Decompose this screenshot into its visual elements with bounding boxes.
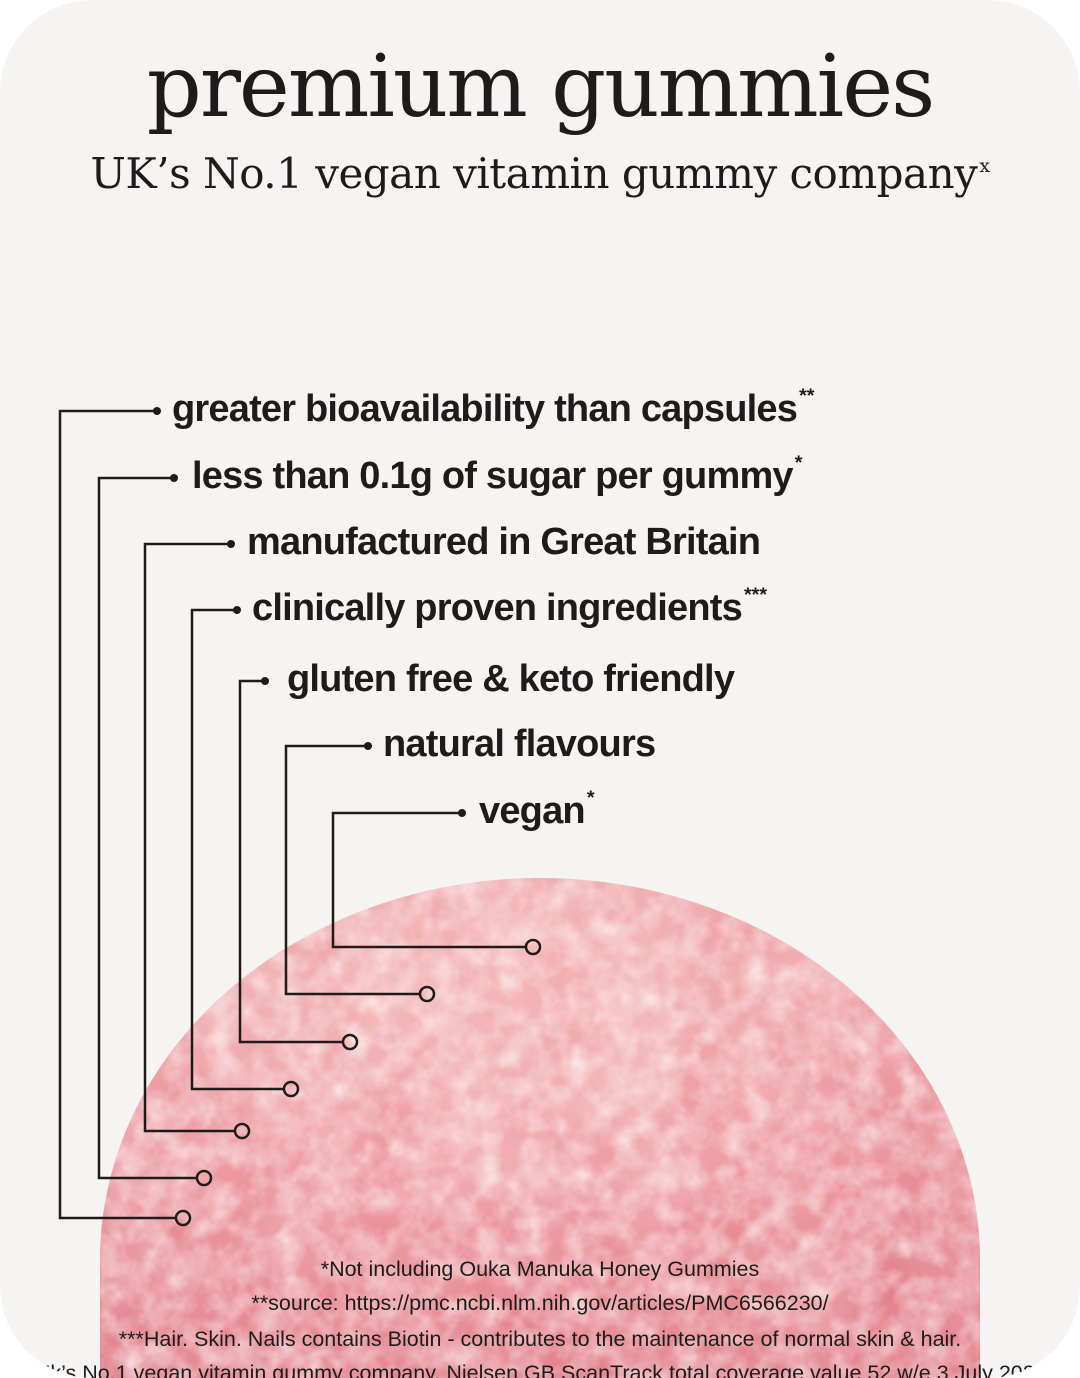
subtitle-text: UK’s No.1 vegan vitamin gummy company	[90, 149, 978, 198]
footnote-text: ***Hair. Skin. Nails contains Biotin - c…	[118, 1327, 962, 1351]
callout-line-clinically-proven	[190, 606, 300, 1098]
benefit-text: vegan	[479, 790, 586, 832]
benefit-natural-flavours: natural flavours	[383, 725, 657, 769]
callout-start-dot	[170, 474, 178, 482]
callout-endpoint-dot	[282, 1080, 300, 1098]
callout-endpoint-dot	[418, 985, 436, 1003]
footnote-4: xUk’s No.1 vegan vitamin gummy company. …	[0, 1358, 1080, 1378]
callout-line-gluten-free-keto	[238, 677, 359, 1051]
callout-endpoint-dot	[233, 1122, 251, 1140]
benefit-text: natural flavours	[383, 723, 656, 765]
benefit-footnote-mark: ***	[743, 584, 768, 607]
callout-line-vegan	[331, 809, 542, 956]
callout-line-natural-flavours	[284, 742, 436, 1003]
benefit-text: clinically proven ingredients	[252, 587, 743, 629]
callout-endpoint-dot	[524, 938, 542, 956]
benefit-clinically-proven: clinically proven ingredients ***	[252, 584, 767, 633]
benefit-text: greater bioavailability than capsules	[172, 388, 798, 430]
callout-start-dot	[364, 742, 372, 750]
callout-endpoint-dot	[195, 1169, 213, 1187]
benefit-gluten-free-keto: gluten free & keto friendly	[287, 660, 736, 704]
callout-endpoint-dot	[341, 1033, 359, 1051]
callout-start-dot	[458, 809, 466, 817]
callout-start-dot	[153, 407, 161, 415]
callout-line-low-sugar	[97, 474, 213, 1187]
callout-line-greater-bioavailability	[58, 407, 192, 1227]
callout-start-dot	[227, 540, 235, 548]
page-title: premium gummies	[146, 37, 935, 137]
callout-start-dot	[261, 677, 269, 685]
header: premium gummies UK’s No.1 vegan vitamin …	[0, 0, 1080, 204]
benefit-footnote-mark: **	[799, 385, 815, 408]
footnote-3: ***Hair. Skin. Nails contains Biotin - c…	[0, 1324, 1080, 1358]
benefit-footnote-mark: *	[794, 452, 803, 475]
callout-lines-group	[58, 407, 542, 1227]
footnote-text: *Not including Ouka Manuka Honey Gummies	[320, 1257, 760, 1281]
footnote-mark: x	[27, 1360, 35, 1378]
benefit-greater-bioavailability: greater bioavailability than capsules **	[172, 385, 814, 434]
footnote-text: **source: https://pmc.ncbi.nlm.nih.gov/a…	[251, 1290, 829, 1315]
page-subtitle: UK’s No.1 vegan vitamin gummy company x	[0, 152, 1080, 204]
callout-start-dot	[233, 606, 241, 614]
benefit-footnote-mark: *	[586, 787, 595, 810]
benefit-low-sugar: less than 0.1g of sugar per gummy *	[192, 452, 802, 501]
footnote-1: *Not including Ouka Manuka Honey Gummies	[0, 1254, 1080, 1288]
benefit-made-in-great-britain: manufactured in Great Britain	[247, 523, 762, 567]
callout-endpoint-dot	[174, 1209, 192, 1227]
benefit-vegan: vegan *	[479, 787, 595, 836]
benefit-text: less than 0.1g of sugar per gummy	[192, 455, 794, 497]
footnote-text: Uk’s No.1 vegan vitamin gummy company. N…	[34, 1360, 1053, 1378]
benefit-text: gluten free & keto friendly	[287, 658, 735, 700]
benefit-text: manufactured in Great Britain	[247, 521, 761, 563]
footnote-2: **source: https://pmc.ncbi.nlm.nih.gov/a…	[0, 1288, 1080, 1322]
callout-line-made-in-great-britain	[143, 540, 251, 1140]
footnotes: *Not including Ouka Manuka Honey Gummies…	[0, 1254, 1080, 1378]
subtitle-footnote-mark: x	[979, 154, 990, 177]
